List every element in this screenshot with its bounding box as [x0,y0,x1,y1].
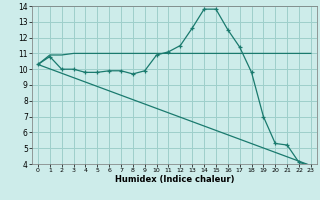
X-axis label: Humidex (Indice chaleur): Humidex (Indice chaleur) [115,175,234,184]
